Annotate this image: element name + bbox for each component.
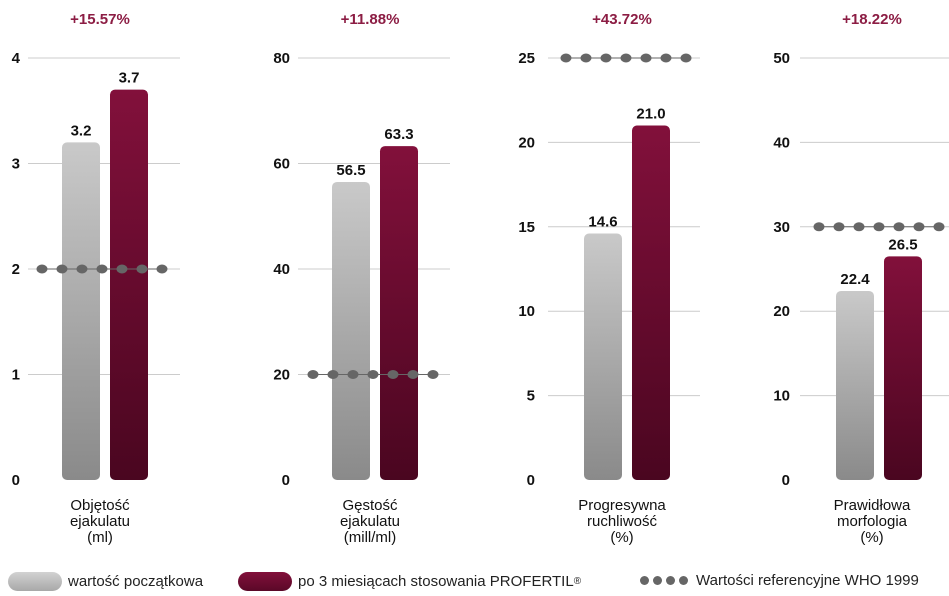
reference-dot [56,264,68,274]
bar-baseline-4 [836,290,874,480]
y-tick-label: 50 [773,50,790,67]
y-tick-label: 5 [527,388,535,405]
reference-dot [913,222,925,232]
legend-item-reference: Wartości referencyjne WHO 1999 [640,572,919,589]
bar-baseline-2 [332,181,370,480]
category-label: Prawidłowa [834,497,911,514]
bar-after-4 [884,256,922,480]
reference-dot [387,370,399,379]
reference-dot [933,222,945,232]
category-label: morfologia [837,513,908,530]
data-label-after: 21.0 [636,106,665,123]
legend: wartość początkowa po 3 miesiącach stoso… [0,568,949,596]
bar-baseline-3 [584,233,622,480]
bar-after-2 [380,146,418,480]
data-label-baseline: 56.5 [336,162,365,179]
reference-dot [640,53,652,63]
category-label: (%) [860,529,883,546]
change-label-4: +18.22% [842,11,902,28]
reference-dot [307,370,319,379]
reference-dot [367,370,379,379]
y-tick-label: 30 [773,219,790,236]
y-tick-label: 40 [273,261,290,278]
reference-dot [407,370,419,379]
reference-dot [680,53,692,63]
y-tick-label: 20 [518,134,535,151]
y-tick-label: 25 [518,50,535,67]
category-label: ruchliwość [587,513,658,530]
chart-area: +15.57%012343.23.7Objętośćejakulatu(ml)+… [12,11,949,546]
y-tick-label: 20 [773,303,790,320]
change-label-2: +11.88% [341,11,400,28]
category-label: ejakulatu [70,513,130,530]
reference-dot [833,222,845,232]
y-tick-label: 2 [12,261,20,278]
category-label: ejakulatu [340,513,400,530]
data-label-after: 26.5 [888,236,917,253]
y-tick-label: 0 [282,472,290,489]
legend-swatch-after [238,572,292,591]
data-label-after: 63.3 [384,126,413,143]
y-tick-label: 3 [12,156,20,173]
reference-dot [36,264,48,274]
category-label: Objętość [70,497,130,514]
legend-swatch-baseline [8,572,62,591]
category-label: (ml) [87,529,113,546]
reference-dot [580,53,592,63]
legend-label-after: po 3 miesiącach stosowania PROFERTIL [298,573,574,590]
reference-dot [853,222,865,232]
legend-item-baseline: wartość początkowa [8,572,203,591]
reference-dot [136,264,148,274]
legend-label-after-mark: ® [573,576,582,587]
reference-dot [813,222,825,232]
y-tick-label: 0 [12,472,20,489]
reference-dot [620,53,632,63]
category-label: Gęstość [342,497,398,514]
reference-dot [116,264,128,274]
reference-dot [156,264,168,274]
y-tick-label: 4 [12,50,21,67]
reference-dot [347,370,359,379]
category-label: Progresywna [578,497,666,514]
reference-dot [560,53,572,63]
data-label-baseline: 3.2 [71,122,92,139]
legend-label-reference: Wartości referencyjne WHO 1999 [696,572,919,589]
bar-after-1 [110,89,148,481]
change-label-1: +15.57% [70,11,130,28]
y-tick-label: 20 [273,367,290,384]
y-tick-label: 1 [12,367,20,384]
reference-dot [327,370,339,379]
reference-dot [76,264,88,274]
y-tick-label: 0 [782,472,790,489]
legend-dots-reference [640,576,688,585]
change-label-3: +43.72% [592,11,652,28]
y-tick-label: 80 [273,50,290,67]
category-label: (mill/ml) [344,529,396,546]
y-tick-label: 10 [773,388,790,405]
data-label-after: 3.7 [119,70,140,87]
y-tick-label: 40 [773,134,790,151]
reference-dot [96,264,108,274]
reference-dot [873,222,885,232]
y-tick-label: 0 [527,472,535,489]
legend-item-after: po 3 miesiącach stosowania PROFERTIL ® [238,572,581,591]
data-label-baseline: 22.4 [840,271,870,288]
reference-dot [600,53,612,63]
bar-after-3 [632,125,670,481]
category-label: (%) [610,529,633,546]
legend-label-baseline: wartość początkowa [68,573,204,590]
reference-dot [893,222,905,232]
y-tick-label: 10 [518,303,535,320]
reference-dot [660,53,672,63]
reference-dot [427,370,439,379]
y-tick-label: 60 [273,156,290,173]
y-tick-label: 15 [518,219,535,236]
data-label-baseline: 14.6 [588,214,617,231]
bar-baseline-1 [62,142,100,480]
